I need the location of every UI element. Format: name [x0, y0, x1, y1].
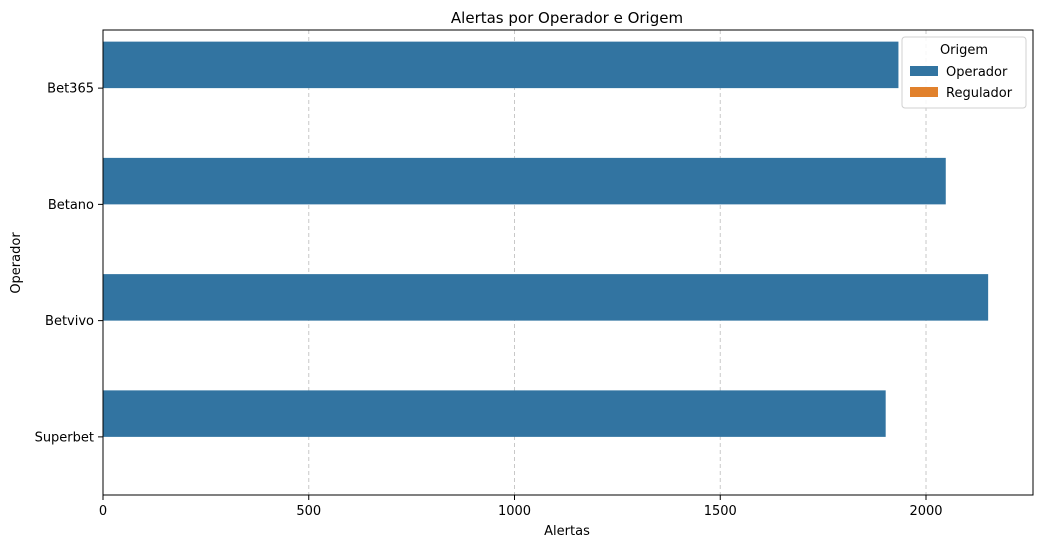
x-tick-label-4: 2000 [909, 504, 942, 519]
bars [103, 41, 989, 437]
y-tick-label-bet365: Bet365 [47, 82, 94, 97]
legend-label-operador: Operador [946, 65, 1008, 80]
legend-swatch-regulador [910, 87, 938, 97]
y-axis: Bet365 Betano Betvivo Superbet [35, 82, 103, 445]
x-axis: 0 500 1000 1500 2000 [99, 495, 943, 519]
x-tick-label-2: 1000 [498, 504, 531, 519]
bar-bet365-operador [103, 41, 899, 89]
legend: Origem Operador Regulador [901, 36, 1027, 109]
legend-title: Origem [940, 43, 988, 58]
bar-superbet-operador [103, 390, 886, 437]
y-tick-label-betano: Betano [48, 198, 94, 213]
chart-title: Alertas por Operador e Origem [451, 9, 683, 27]
bar-betano-operador [103, 157, 946, 205]
y-tick-label-betvivo: Betvivo [45, 314, 94, 329]
x-tick-label-3: 1500 [704, 504, 737, 519]
y-tick-label-superbet: Superbet [35, 430, 94, 445]
bar-betvivo-operador [103, 274, 989, 321]
legend-label-regulador: Regulador [946, 86, 1013, 101]
x-tick-label-1: 500 [296, 504, 321, 519]
y-axis-title: Operador [9, 232, 24, 294]
x-axis-title: Alertas [544, 524, 590, 539]
plot-frame [102, 29, 1034, 496]
x-tick-label-0: 0 [99, 504, 107, 519]
legend-swatch-operador [910, 66, 938, 76]
